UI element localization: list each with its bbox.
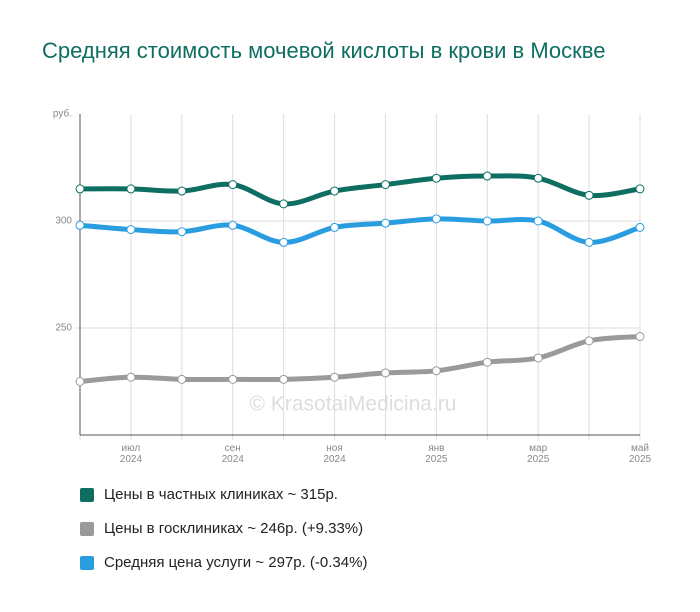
series-line — [77, 334, 643, 384]
point — [380, 368, 390, 378]
point — [380, 218, 390, 228]
point — [126, 372, 136, 382]
point — [177, 227, 187, 237]
x-tick-label: сен 2024 — [221, 443, 244, 465]
x-tick-label: ноя 2024 — [323, 443, 346, 465]
legend-item: Цены в госклиниках ~ 246р. (+9.33%) — [80, 520, 363, 537]
point — [635, 332, 645, 342]
point — [330, 222, 340, 232]
point — [279, 199, 289, 209]
legend-item: Цены в частных клиниках ~ 315р. — [80, 486, 338, 503]
point — [330, 372, 340, 382]
legend-swatch — [80, 555, 94, 570]
point — [584, 190, 594, 200]
legend-item: Средняя цена услуги ~ 297р. (-0.34%) — [80, 554, 367, 571]
point — [584, 336, 594, 346]
point — [228, 180, 238, 190]
legend-swatch — [80, 487, 94, 502]
point — [482, 216, 492, 226]
legend-label: Цены в частных клиниках ~ 315р. — [104, 486, 338, 503]
legend-swatch — [80, 521, 94, 536]
point — [431, 366, 441, 376]
point — [279, 374, 289, 384]
point — [126, 225, 136, 235]
series-line — [77, 216, 643, 245]
point — [330, 186, 340, 196]
y-tick-label: 250 — [55, 323, 72, 334]
point — [431, 173, 441, 183]
point — [635, 184, 645, 194]
x-tick-label: июл 2024 — [119, 443, 143, 465]
point — [635, 222, 645, 232]
point — [126, 184, 136, 194]
point — [75, 377, 85, 386]
point — [482, 171, 492, 181]
watermark: © KrasotaiMedicina.ru — [250, 393, 457, 416]
point — [177, 186, 187, 196]
y-tick-label: руб. — [53, 108, 72, 120]
chart-title: Средняя стоимость мочевой кислоты в кров… — [42, 38, 606, 63]
point — [482, 357, 492, 367]
point — [279, 237, 289, 247]
point — [75, 220, 85, 230]
point — [228, 220, 238, 230]
x-tick-label: май 2025 — [628, 443, 652, 465]
point — [431, 214, 441, 224]
point — [533, 216, 543, 226]
point — [380, 180, 390, 190]
point — [533, 173, 543, 183]
legend-label: Средняя цена услуги ~ 297р. (-0.34%) — [104, 554, 368, 571]
point — [584, 237, 594, 247]
y-tick-label: 300 — [55, 216, 72, 227]
legend-label: Цены в госклиниках ~ 246р. (+9.33%) — [104, 520, 364, 537]
point — [533, 353, 543, 363]
series-line — [77, 173, 643, 207]
point — [177, 374, 187, 384]
point — [228, 374, 238, 384]
x-tick-label: янв 2025 — [425, 443, 448, 465]
point — [75, 184, 85, 194]
x-tick-label: мар 2025 — [527, 443, 550, 465]
